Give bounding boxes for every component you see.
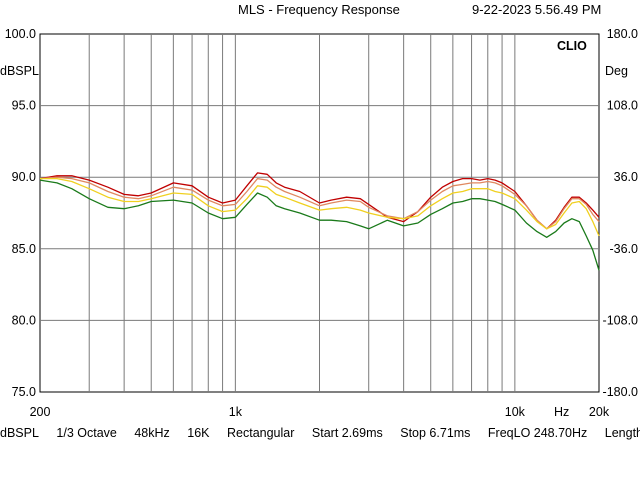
series-group [39,172,600,271]
timestamp: 9-22-2023 5.56.49 PM [472,2,602,17]
y-tick-label: 95.0 [12,99,36,113]
series-line-4 [39,179,600,271]
y-tick-label: 75.0 [12,385,36,399]
x-tick-label: 20k [589,405,610,419]
x-tick-label: 10k [505,405,526,419]
footer-stop: Stop 6.71ms [400,426,471,440]
y-axis-label: dBSPL [0,64,39,78]
x-axis-label: Hz [554,405,569,419]
footer-unit: dBSPL [0,426,39,440]
y2-tick-label: -36.0 [610,242,639,256]
tick-labels: 100.0 95.0 90.0 85.0 80.0 75.0 180.0 108.0 36.0 -… [5,27,638,419]
y-tick-label: 100.0 [5,27,36,41]
footer-resolution: 1/3 Octave [56,426,117,440]
y2-tick-label: -180.0 [603,385,638,399]
y-tick-label: 80.0 [12,313,36,327]
clio-brand-label: CLIO [557,39,587,53]
measurement-settings: dBSPL 1/3 Octave 48kHz 16K Rectangular S… [0,426,640,440]
footer-freqlo: FreqLO 248.70Hz [487,426,588,440]
x-tick-label: 200 [30,405,51,419]
y-tick-label: 90.0 [12,170,36,184]
y2-tick-label: -108.0 [603,313,638,327]
footer-sample-rate: 48kHz [134,426,170,440]
footer-window: Rectangular [227,426,295,440]
series-line-3 [40,177,600,237]
chart-title: MLS - Frequency Response [238,2,400,17]
footer-start: Start 2.69ms [311,426,383,440]
x-tick-label: 1k [229,405,243,419]
y2-axis-label: Deg [605,64,628,78]
y-tick-label: 85.0 [12,242,36,256]
y2-tick-label: 36.0 [614,170,638,184]
y2-tick-label: 180.0 [607,27,638,41]
y2-tick-label: 108.0 [607,99,638,113]
series-line-2 [39,176,600,230]
footer-size: 16K [187,426,210,440]
grid [40,34,599,392]
footer-length: Length 4. [604,426,640,440]
